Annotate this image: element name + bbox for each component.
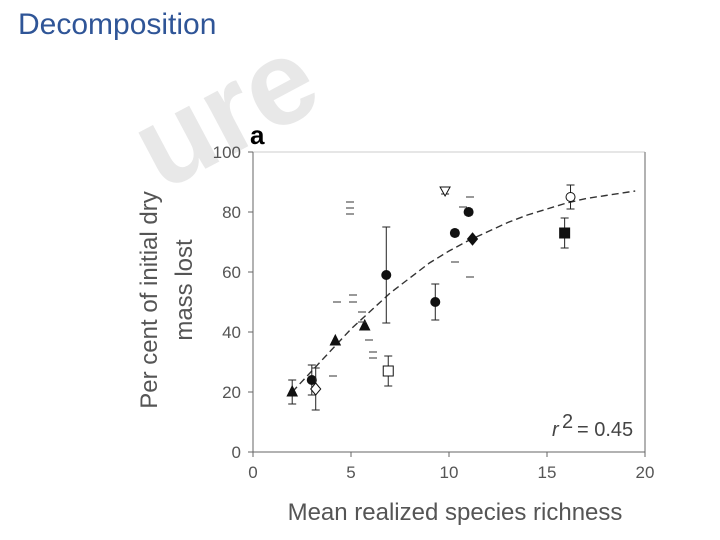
data-point-triangle-open-down bbox=[439, 186, 451, 198]
marker-triangle-filled bbox=[358, 318, 371, 331]
data-points bbox=[286, 184, 576, 411]
x-axis-label: Mean realized species richness bbox=[288, 499, 623, 526]
r-squared-annotation: r 2 = 0.45 bbox=[552, 411, 633, 441]
chart-axes: 0 5 10 15 20 0 20 40 60 80 100 bbox=[213, 143, 655, 482]
y-axis-label-line1: Per cent of initial dry bbox=[136, 191, 163, 408]
stray-tick-marks bbox=[329, 196, 474, 377]
data-point-diamond-filled bbox=[466, 232, 479, 246]
data-point-circle-filled bbox=[449, 228, 460, 238]
marker-circle-filled bbox=[381, 270, 392, 280]
data-point-circle-filled bbox=[430, 283, 441, 321]
x-tick-label: 15 bbox=[538, 463, 557, 482]
y-tick-label: 40 bbox=[222, 323, 241, 342]
x-tick-label: 5 bbox=[346, 463, 355, 482]
marker-circle-open bbox=[565, 192, 576, 202]
data-point-diamond-open bbox=[310, 367, 322, 411]
marker-triangle-filled bbox=[329, 333, 342, 346]
r2-value: = 0.45 bbox=[577, 419, 633, 441]
y-tick-label: 20 bbox=[222, 383, 241, 402]
marker-square-open bbox=[382, 365, 394, 377]
y-axis-label-line2: mass lost bbox=[171, 239, 198, 341]
r2-symbol: r bbox=[552, 419, 560, 441]
marker-square-filled bbox=[559, 227, 571, 239]
marker-triangle-open-down bbox=[439, 186, 451, 198]
data-point-triangle-filled bbox=[286, 379, 299, 405]
r2-superscript: 2 bbox=[562, 411, 573, 433]
x-tick-label: 20 bbox=[636, 463, 655, 482]
data-point-square-filled bbox=[559, 217, 571, 249]
marker-circle-filled bbox=[306, 375, 317, 385]
data-point-circle-open bbox=[565, 184, 576, 210]
marker-circle-filled bbox=[430, 297, 441, 307]
x-tick-label: 10 bbox=[440, 463, 459, 482]
marker-triangle-filled bbox=[286, 384, 299, 397]
data-point-triangle-filled bbox=[358, 318, 371, 331]
panel-label: a bbox=[250, 120, 265, 150]
marker-diamond-filled bbox=[466, 232, 479, 246]
slide-title: Decomposition bbox=[18, 8, 217, 41]
y-tick-label: 60 bbox=[222, 263, 241, 282]
data-point-circle-filled bbox=[463, 207, 474, 217]
marker-diamond-open bbox=[310, 382, 322, 396]
data-point-triangle-filled bbox=[329, 333, 342, 346]
y-tick-label: 100 bbox=[213, 143, 241, 162]
y-tick-label: 0 bbox=[232, 443, 241, 462]
marker-circle-filled bbox=[463, 207, 474, 217]
fit-curve bbox=[291, 190, 636, 393]
y-tick-label: 80 bbox=[222, 203, 241, 222]
x-tick-label: 0 bbox=[248, 463, 257, 482]
data-point-circle-filled bbox=[381, 226, 392, 324]
marker-circle-filled bbox=[449, 228, 460, 238]
data-point-square-open bbox=[382, 355, 394, 387]
